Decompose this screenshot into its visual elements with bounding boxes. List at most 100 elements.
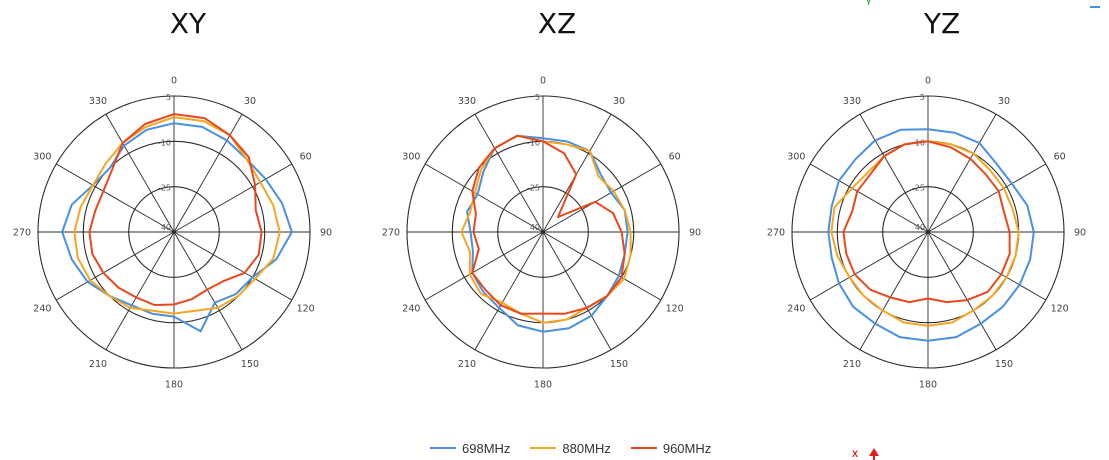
radial-tick-label: 40 bbox=[915, 223, 925, 232]
angle-tick-label: 60 bbox=[300, 152, 312, 163]
polar-spoke bbox=[105, 231, 175, 351]
polar-spoke bbox=[474, 231, 544, 351]
angle-tick-label: 60 bbox=[669, 152, 681, 163]
radial-tick-label: -25 bbox=[912, 184, 925, 193]
polar-spoke bbox=[927, 163, 1047, 233]
angle-tick-label: 120 bbox=[1051, 304, 1069, 315]
radial-tick-label: -25 bbox=[158, 184, 171, 193]
angle-tick-label: 240 bbox=[787, 304, 805, 315]
polar-spoke bbox=[424, 231, 544, 301]
angle-tick-label: 270 bbox=[767, 228, 785, 239]
angle-tick-label: 0 bbox=[171, 76, 177, 87]
polar-panel-xy: XY 0 30 60 90 120 150 180 210 240 270 300 330 5 -10 -25… bbox=[13, 7, 332, 391]
radial-tick-label: 40 bbox=[530, 223, 540, 232]
axis-indicator-y-label: Y bbox=[866, 0, 872, 7]
polar-spoke bbox=[55, 231, 175, 301]
polar-spoke bbox=[542, 113, 612, 233]
angle-tick-label: 150 bbox=[241, 359, 259, 370]
trace-698mhz bbox=[827, 128, 1035, 342]
polar-panel-xz: XZ 0 30 60 90 120 150 180 210 240 270 300 330 5 -10 -25… bbox=[382, 7, 701, 391]
radial-tick-label: 5 bbox=[920, 93, 925, 102]
angle-tick-label: 270 bbox=[382, 228, 400, 239]
angle-tick-label: 210 bbox=[458, 359, 476, 370]
angle-tick-label: 240 bbox=[33, 304, 51, 315]
angle-tick-label: 180 bbox=[919, 380, 937, 391]
angle-tick-label: 210 bbox=[89, 359, 107, 370]
radial-tick-label: -10 bbox=[527, 138, 540, 147]
polar-spoke bbox=[859, 231, 929, 351]
polar-spoke bbox=[927, 231, 1047, 301]
polar-spoke bbox=[173, 231, 293, 301]
angle-tick-label: 330 bbox=[458, 96, 476, 107]
polar-spoke bbox=[173, 113, 243, 233]
angle-tick-label: 300 bbox=[787, 152, 805, 163]
panel-title: YZ bbox=[923, 7, 960, 40]
angle-tick-label: 270 bbox=[13, 228, 31, 239]
panel-title: XY bbox=[170, 7, 207, 40]
legend-swatch-880mhz bbox=[530, 447, 557, 449]
trace-960mhz bbox=[842, 140, 1011, 304]
axis-indicator-arrow-stem bbox=[873, 455, 875, 460]
angle-tick-label: 180 bbox=[534, 380, 552, 391]
angle-tick-label: 90 bbox=[689, 228, 701, 239]
angle-tick-label: 150 bbox=[995, 359, 1013, 370]
polar-spoke bbox=[809, 231, 929, 301]
legend-swatch-698mhz bbox=[430, 447, 456, 449]
angle-tick-label: 30 bbox=[998, 96, 1010, 107]
polar-spoke bbox=[474, 113, 544, 233]
polar-spoke bbox=[542, 163, 662, 233]
axis-indicator-x-label: X bbox=[852, 449, 859, 459]
radial-tick-label: 5 bbox=[166, 93, 171, 102]
polar-spoke bbox=[424, 163, 544, 233]
legend: 698MHz 880MHz 960MHz bbox=[430, 438, 711, 458]
legend-item-880mhz: 880MHz bbox=[530, 440, 611, 456]
trace-880mhz bbox=[830, 140, 1020, 327]
angle-tick-label: 330 bbox=[89, 96, 107, 107]
polar-spoke bbox=[173, 231, 243, 351]
axis-indicator-arrow-icon bbox=[869, 448, 879, 456]
angle-tick-label: 210 bbox=[843, 359, 861, 370]
polar-spoke bbox=[105, 113, 175, 233]
polar-spoke bbox=[809, 163, 929, 233]
polar-spoke bbox=[542, 231, 612, 351]
trace-960mhz bbox=[88, 113, 263, 306]
angle-tick-label: 300 bbox=[33, 152, 51, 163]
trace-698mhz bbox=[466, 134, 629, 333]
polar-spoke bbox=[859, 113, 929, 233]
angle-tick-label: 180 bbox=[165, 380, 183, 391]
angle-tick-label: 60 bbox=[1054, 152, 1066, 163]
trace-880mhz bbox=[73, 116, 281, 315]
angle-tick-label: 330 bbox=[843, 96, 861, 107]
radial-tick-label: 5 bbox=[535, 93, 540, 102]
panel-title: XZ bbox=[538, 7, 576, 40]
polar-spoke bbox=[927, 231, 997, 351]
legend-item-960mhz: 960MHz bbox=[630, 440, 712, 456]
angle-tick-label: 120 bbox=[666, 304, 684, 315]
legend-swatch-960mhz bbox=[630, 447, 657, 449]
angle-tick-label: 30 bbox=[613, 96, 625, 107]
radial-tick-label: -25 bbox=[527, 184, 540, 193]
angle-tick-label: 240 bbox=[402, 304, 420, 315]
legend-item-698mhz: 698MHz bbox=[430, 441, 510, 456]
corner-dash-icon bbox=[1090, 6, 1100, 8]
legend-label-960mhz: 960MHz bbox=[662, 440, 712, 456]
trace-880mhz bbox=[460, 134, 632, 324]
angle-tick-label: 150 bbox=[610, 359, 628, 370]
angle-tick-label: 90 bbox=[320, 228, 332, 239]
angle-tick-label: 0 bbox=[925, 76, 931, 87]
legend-label-698mhz: 698MHz bbox=[462, 440, 511, 456]
angle-tick-label: 30 bbox=[244, 96, 256, 107]
angle-tick-label: 90 bbox=[1074, 228, 1086, 239]
angle-tick-label: 120 bbox=[297, 304, 315, 315]
radial-tick-label: 40 bbox=[161, 223, 171, 232]
angle-tick-label: 0 bbox=[540, 76, 546, 87]
polar-spoke bbox=[927, 113, 997, 233]
trace-960mhz bbox=[471, 134, 626, 315]
angle-tick-label: 300 bbox=[402, 152, 420, 163]
legend-label-880mhz: 880MHz bbox=[562, 440, 611, 456]
polar-spoke bbox=[55, 163, 175, 233]
polar-spoke bbox=[542, 231, 662, 301]
radial-tick-label: -10 bbox=[158, 138, 171, 147]
